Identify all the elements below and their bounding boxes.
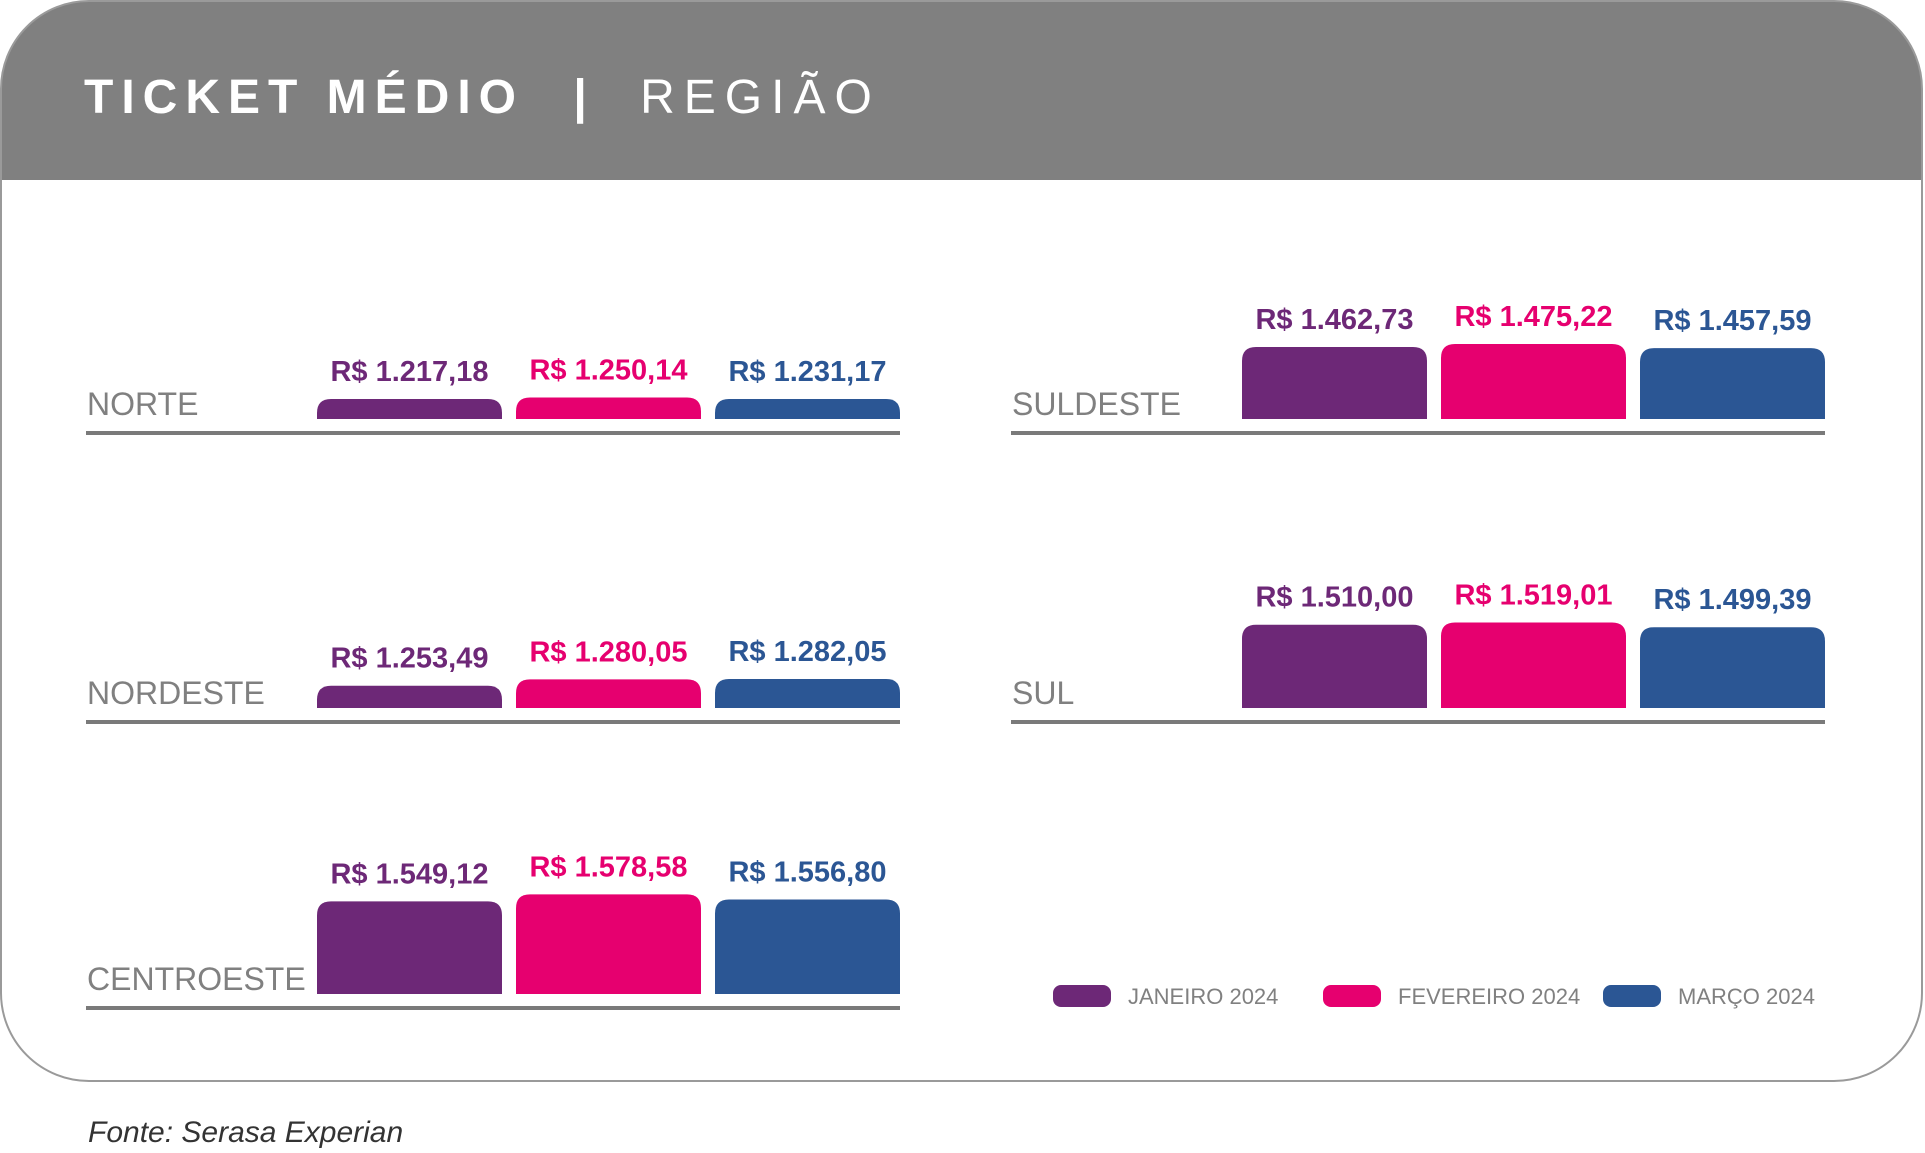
bar-suldeste-2: [1441, 343, 1626, 419]
bar-sul-2: [1441, 622, 1626, 708]
legend-swatch-2: [1323, 985, 1381, 1007]
value-label-norte-2: R$ 1.250,14: [529, 355, 687, 387]
region-label-nordeste: NORDESTE: [87, 675, 265, 711]
region-suldeste: SULDESTE R$ 1.462,73 R$ 1.475,22 R$ 1.457,5…: [1011, 301, 1825, 435]
legend-swatch-1: [1053, 985, 1111, 1007]
region-nordeste: NORDESTE R$ 1.253,49 R$ 1.280,05 R$ 1.282,0…: [86, 636, 900, 724]
bar-sul-3: [1640, 627, 1825, 708]
header-bar: [1, 1, 1922, 180]
value-label-sul-3: R$ 1.499,39: [1653, 584, 1811, 616]
value-label-centroeste-3: R$ 1.556,80: [728, 857, 886, 889]
header-title: TICKET MÉDIO: [84, 70, 524, 124]
value-label-centroeste-2: R$ 1.578,58: [529, 851, 687, 883]
bar-nordeste-1: [317, 685, 502, 708]
bar-sul-1: [1242, 624, 1427, 708]
value-label-nordeste-1: R$ 1.253,49: [330, 643, 488, 675]
card-frame-border: [0, 0, 1923, 1082]
legend-item-2: FEVEREIRO 2024: [1323, 984, 1580, 1009]
value-label-nordeste-2: R$ 1.280,05: [529, 636, 687, 668]
bar-nordeste-3: [715, 678, 900, 708]
header-subtitle: REGIÃO: [640, 70, 881, 124]
region-sul: SUL R$ 1.510,00 R$ 1.519,01 R$ 1.499,39: [1011, 580, 1825, 724]
header-separator: |: [573, 71, 586, 124]
legend-item-3: MARÇO 2024: [1603, 984, 1815, 1009]
legend-label-3: MARÇO 2024: [1678, 984, 1815, 1009]
bar-centroeste-2: [516, 894, 701, 994]
region-label-norte: NORTE: [87, 386, 198, 422]
bar-suldeste-3: [1640, 348, 1825, 419]
region-label-suldeste: SULDESTE: [1012, 386, 1181, 422]
value-label-norte-3: R$ 1.231,17: [728, 356, 886, 388]
region-label-sul: SUL: [1012, 675, 1074, 711]
value-label-sul-2: R$ 1.519,01: [1454, 580, 1612, 612]
region-charts: NORTE R$ 1.217,18 R$ 1.250,14 R$ 1.231,17 SU…: [86, 301, 1825, 1010]
value-label-suldeste-3: R$ 1.457,59: [1653, 305, 1811, 337]
bar-suldeste-1: [1242, 346, 1427, 419]
value-label-suldeste-2: R$ 1.475,22: [1454, 301, 1612, 333]
bar-centroeste-1: [317, 901, 502, 994]
legend: JANEIRO 2024 FEVEREIRO 2024 MARÇO 2024: [1053, 984, 1815, 1009]
bar-nordeste-2: [516, 679, 701, 708]
legend-label-2: FEVEREIRO 2024: [1398, 984, 1580, 1009]
bar-norte-1: [317, 399, 502, 419]
value-label-centroeste-1: R$ 1.549,12: [330, 858, 488, 890]
card-frame-bg: [1, 1, 1922, 1081]
bar-norte-3: [715, 399, 900, 419]
value-label-norte-1: R$ 1.217,18: [330, 356, 488, 388]
legend-item-1: JANEIRO 2024: [1053, 984, 1278, 1009]
value-label-suldeste-1: R$ 1.462,73: [1255, 304, 1413, 336]
value-label-sul-1: R$ 1.510,00: [1255, 582, 1413, 614]
legend-swatch-3: [1603, 985, 1661, 1007]
region-norte: NORTE R$ 1.217,18 R$ 1.250,14 R$ 1.231,17: [86, 355, 900, 435]
source-note: Fonte: Serasa Experian: [88, 1116, 403, 1149]
bar-centroeste-3: [715, 899, 900, 994]
region-centroeste: CENTROESTE R$ 1.549,12 R$ 1.578,58 R$ 1.556…: [86, 851, 900, 1010]
value-label-nordeste-3: R$ 1.282,05: [728, 636, 886, 668]
header-title-line: TICKET MÉDIO | REGIÃO: [84, 70, 881, 124]
legend-label-1: JANEIRO 2024: [1128, 984, 1278, 1009]
region-label-centroeste: CENTROESTE: [87, 961, 306, 997]
bar-norte-2: [516, 397, 701, 419]
